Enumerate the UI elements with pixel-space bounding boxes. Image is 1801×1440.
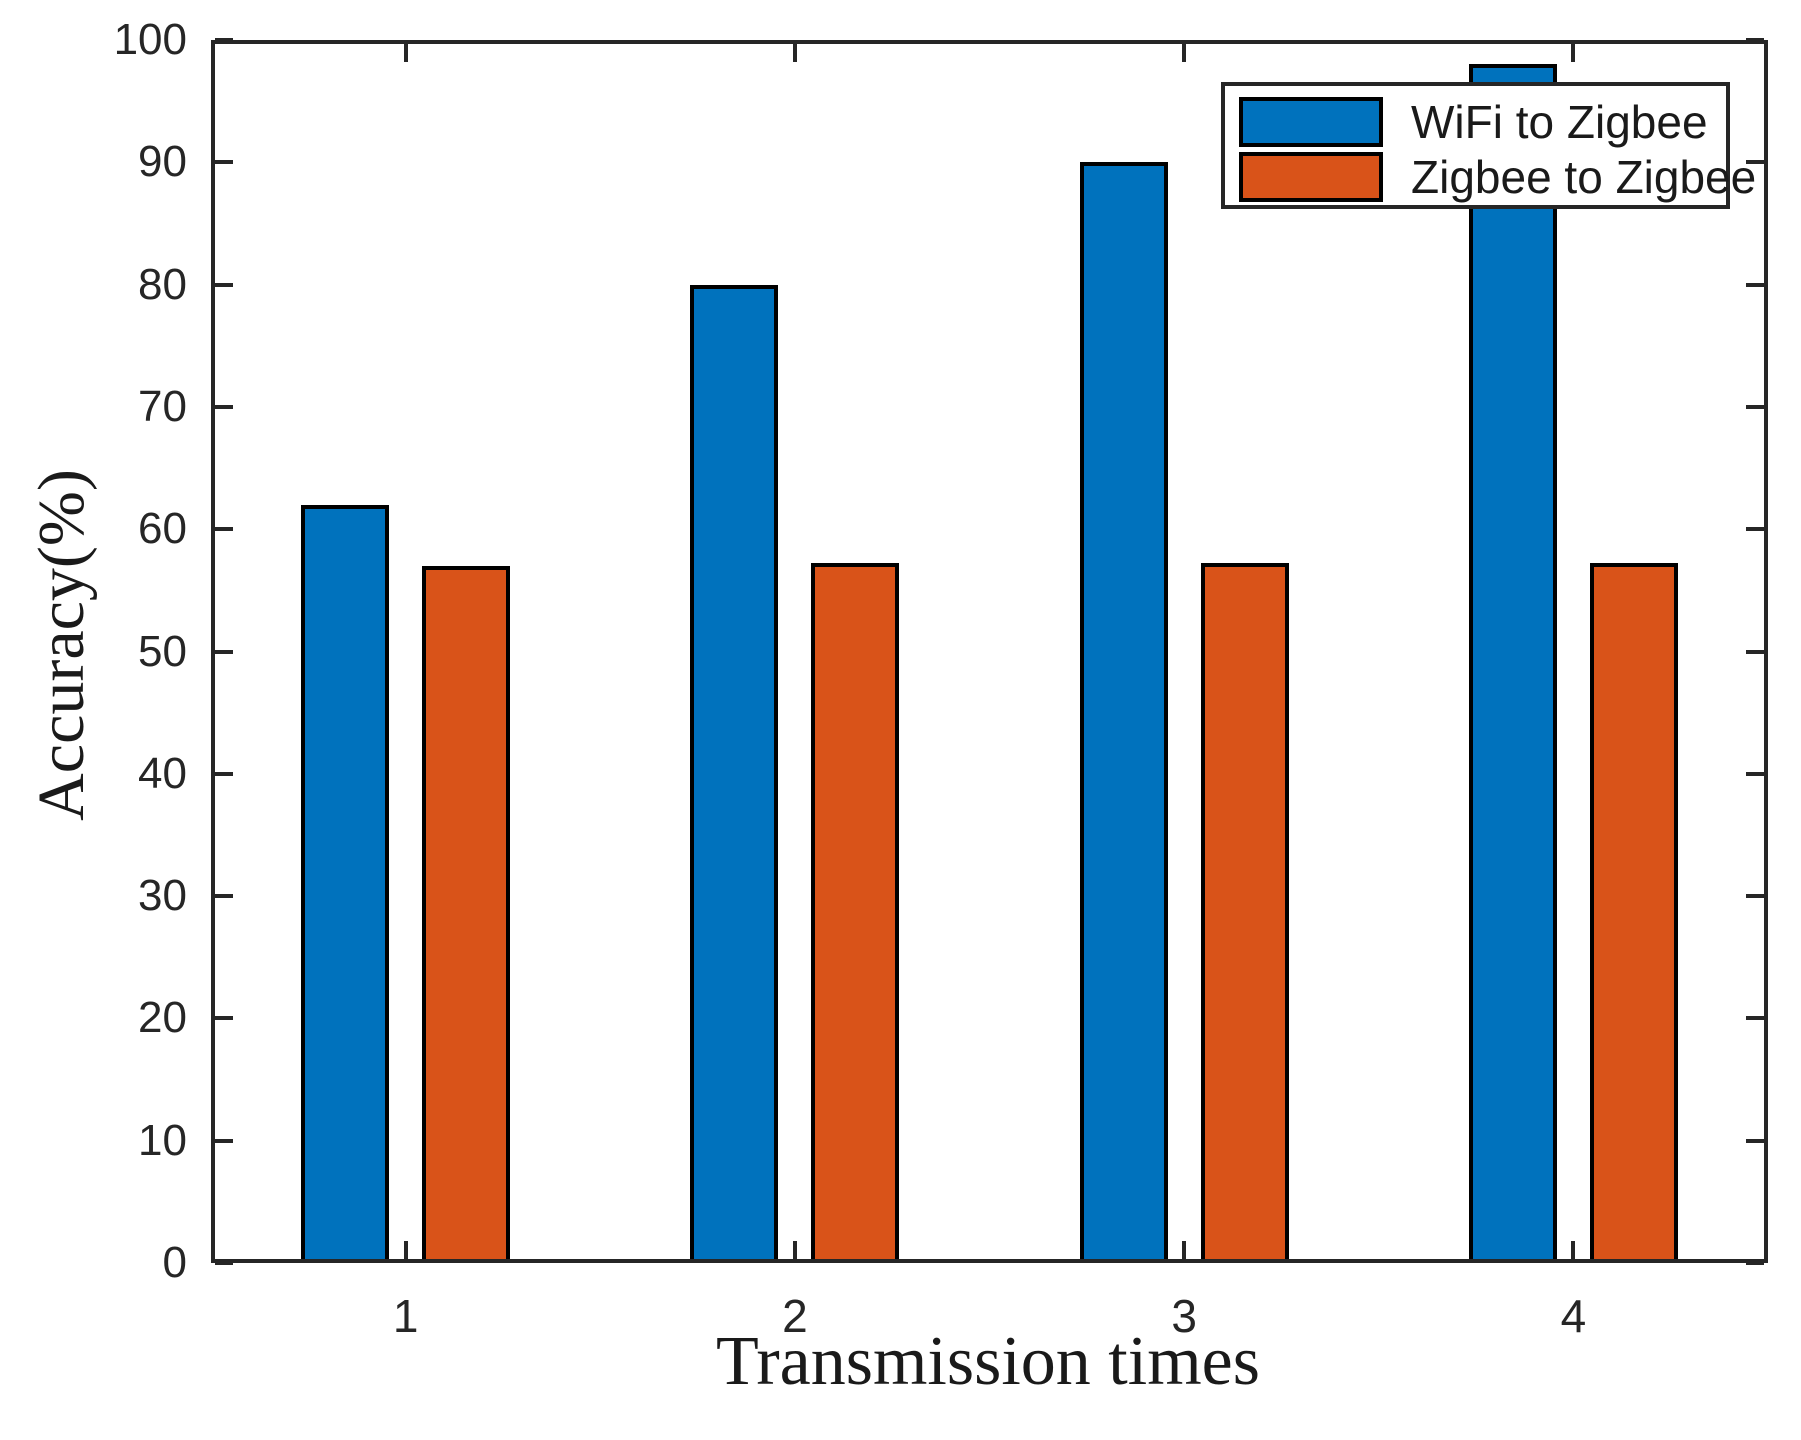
x-tick-bottom <box>792 1241 797 1259</box>
y-tick-right <box>1746 1138 1764 1143</box>
legend-label: Zigbee to Zigbee <box>1411 151 1757 203</box>
y-tick-right <box>1746 1261 1764 1265</box>
y-tick-left <box>215 771 233 776</box>
plot-area <box>211 40 1768 1263</box>
x-tick-top <box>1182 44 1187 62</box>
y-tick-label: 20 <box>138 993 187 1043</box>
y-tick-right <box>1746 649 1764 654</box>
legend-entry-zigbee-to-zigbee: Zigbee to Zigbee <box>1239 151 1757 203</box>
y-tick-left <box>215 282 233 287</box>
x-tick-label: 3 <box>1171 1290 1197 1342</box>
bar-wifi-to-zigbee-x4 <box>1468 64 1557 1263</box>
y-tick-right <box>1746 404 1764 409</box>
legend-label: WiFi to Zigbee <box>1411 96 1708 148</box>
x-tick-top <box>792 44 797 62</box>
x-tick-label: 4 <box>1560 1290 1587 1342</box>
y-tick-label: 70 <box>138 381 187 431</box>
legend-swatch-orange <box>1239 152 1383 202</box>
y-tick-label: 60 <box>138 504 187 554</box>
x-tick-top <box>1571 44 1576 62</box>
legend: WiFi to Zigbee Zigbee to Zigbee <box>1221 82 1756 209</box>
y-tick-left <box>215 1016 233 1021</box>
x-tick-bottom <box>403 1241 408 1259</box>
y-tick-label: 0 <box>162 1238 187 1287</box>
y-tick-right <box>1746 160 1764 165</box>
y-tick-right <box>1746 1016 1764 1021</box>
y-tick-right <box>1746 771 1764 776</box>
bar-zigbee-to-zigbee-x3 <box>1200 563 1289 1263</box>
y-tick-label: 90 <box>138 137 187 187</box>
x-tick-label: 2 <box>782 1290 808 1342</box>
x-tick-top <box>403 44 408 62</box>
x-tick-bottom <box>1182 1241 1187 1259</box>
y-tick-right <box>1746 282 1764 287</box>
y-tick-label: 10 <box>138 1115 187 1165</box>
y-tick-left <box>215 1138 233 1143</box>
y-axis-label: Accuracy(%) <box>25 469 98 821</box>
y-tick-left <box>215 649 233 654</box>
y-tick-left <box>215 1261 233 1265</box>
bar-wifi-to-zigbee-x2 <box>690 284 779 1263</box>
y-tick-left <box>215 404 233 409</box>
y-tick-label: 100 <box>113 15 187 64</box>
x-tick-label: 1 <box>392 1290 419 1342</box>
bar-zigbee-to-zigbee-x2 <box>811 563 900 1263</box>
y-tick-right <box>1746 894 1764 899</box>
y-tick-label: 40 <box>138 748 187 798</box>
y-tick-label: 80 <box>138 259 187 309</box>
y-tick-left <box>215 160 233 165</box>
y-tick-right <box>1746 527 1764 532</box>
legend-entry-wifi-to-zigbee: WiFi to Zigbee <box>1239 96 1708 148</box>
y-tick-label: 50 <box>138 626 187 676</box>
y-tick-left <box>215 527 233 532</box>
y-tick-left <box>215 38 233 42</box>
y-tick-left <box>215 894 233 899</box>
x-axis-label: Transmission times <box>716 1323 1260 1400</box>
bar-zigbee-to-zigbee-x1 <box>422 565 511 1263</box>
y-tick-right <box>1746 38 1764 42</box>
legend-swatch-blue <box>1239 97 1383 147</box>
bar-zigbee-to-zigbee-x4 <box>1589 563 1678 1263</box>
y-tick-label: 30 <box>138 871 187 921</box>
x-tick-bottom <box>1571 1241 1576 1259</box>
bar-wifi-to-zigbee-x1 <box>301 504 390 1263</box>
